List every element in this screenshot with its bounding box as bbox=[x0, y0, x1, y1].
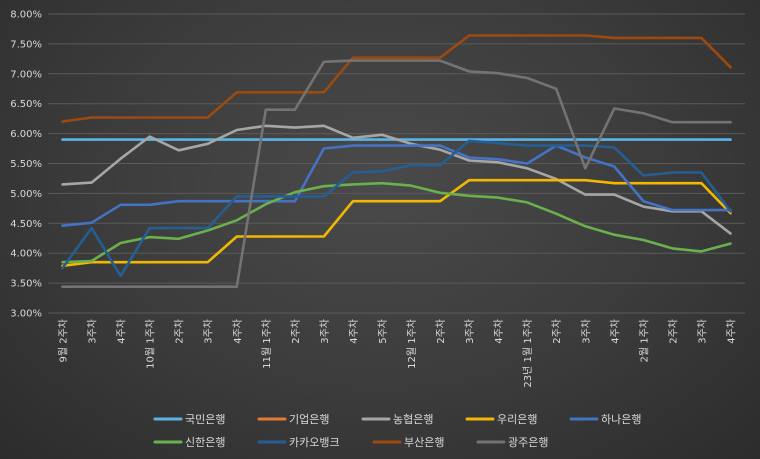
legend-label: 카카오뱅크 bbox=[289, 436, 340, 449]
legend-label: 하나은행 bbox=[601, 412, 641, 426]
x-tick-label: 3주차 bbox=[319, 319, 331, 344]
x-tick-label: 4주차 bbox=[116, 319, 128, 344]
legend-label: 기업은행 bbox=[289, 413, 329, 426]
legend-label: 우리은행 bbox=[497, 413, 537, 426]
y-tick-label: 5.50% bbox=[10, 159, 42, 170]
x-tick-label: 3주차 bbox=[87, 319, 99, 344]
y-tick-label: 5.00% bbox=[10, 189, 42, 200]
x-tick-label: 4주차 bbox=[493, 319, 505, 344]
series-line bbox=[61, 34, 732, 123]
x-tick-label: 12월 1주차 bbox=[406, 319, 418, 369]
x-tick-label: 2주차 bbox=[435, 319, 447, 344]
series-line bbox=[61, 178, 732, 268]
x-tick-label: 4주차 bbox=[348, 319, 360, 344]
y-tick-label: 4.50% bbox=[10, 219, 42, 230]
x-tick-label: 11월 1주차 bbox=[261, 319, 273, 369]
legend-label: 부산은행 bbox=[404, 436, 444, 449]
x-tick-label: 4주차 bbox=[609, 319, 621, 344]
y-tick-label: 3.50% bbox=[10, 279, 42, 290]
x-tick-label: 2주차 bbox=[667, 319, 679, 344]
y-tick-label: 6.00% bbox=[10, 129, 42, 140]
y-tick-label: 8.00% bbox=[10, 10, 42, 21]
x-tick-label: 4주차 bbox=[232, 319, 244, 344]
y-tick-label: 7.50% bbox=[10, 39, 42, 50]
x-tick-label: 10월 1주차 bbox=[145, 319, 157, 369]
x-tick-label: 2주차 bbox=[290, 319, 302, 344]
x-tick-label: 3주차 bbox=[696, 319, 708, 344]
x-tick-label: 3주차 bbox=[203, 319, 215, 344]
y-tick-label: 7.00% bbox=[10, 69, 42, 80]
x-tick-label: 2주차 bbox=[551, 319, 563, 344]
x-tick-label: 2월 1주차 bbox=[638, 319, 650, 363]
y-tick-label: 6.50% bbox=[10, 99, 42, 110]
series-line bbox=[61, 59, 732, 289]
x-tick-label: 5주차 bbox=[377, 319, 389, 344]
series-line bbox=[61, 144, 732, 227]
legend-label: 광주은행 bbox=[508, 436, 548, 449]
series-line bbox=[61, 181, 732, 264]
x-tick-label: 23년 1월 1주차 bbox=[522, 319, 534, 388]
legend-label: 국민은행 bbox=[185, 413, 225, 426]
legend-label: 신한은행 bbox=[185, 436, 225, 449]
y-tick-label: 3.00% bbox=[10, 309, 42, 320]
x-tick-label: 2주차 bbox=[174, 319, 186, 344]
series-line bbox=[61, 139, 732, 278]
x-tick-label: 3주차 bbox=[580, 319, 592, 344]
y-tick-label: 4.00% bbox=[10, 249, 42, 260]
legend-label: 농협은행 bbox=[393, 413, 433, 426]
series-lines bbox=[61, 34, 732, 289]
x-tick-label: 4주차 bbox=[725, 319, 737, 344]
x-tick-label: 9월 2주차 bbox=[58, 319, 70, 363]
gridlines bbox=[48, 13, 745, 314]
series-line bbox=[61, 124, 732, 235]
x-tick-label: 3주차 bbox=[464, 319, 476, 344]
